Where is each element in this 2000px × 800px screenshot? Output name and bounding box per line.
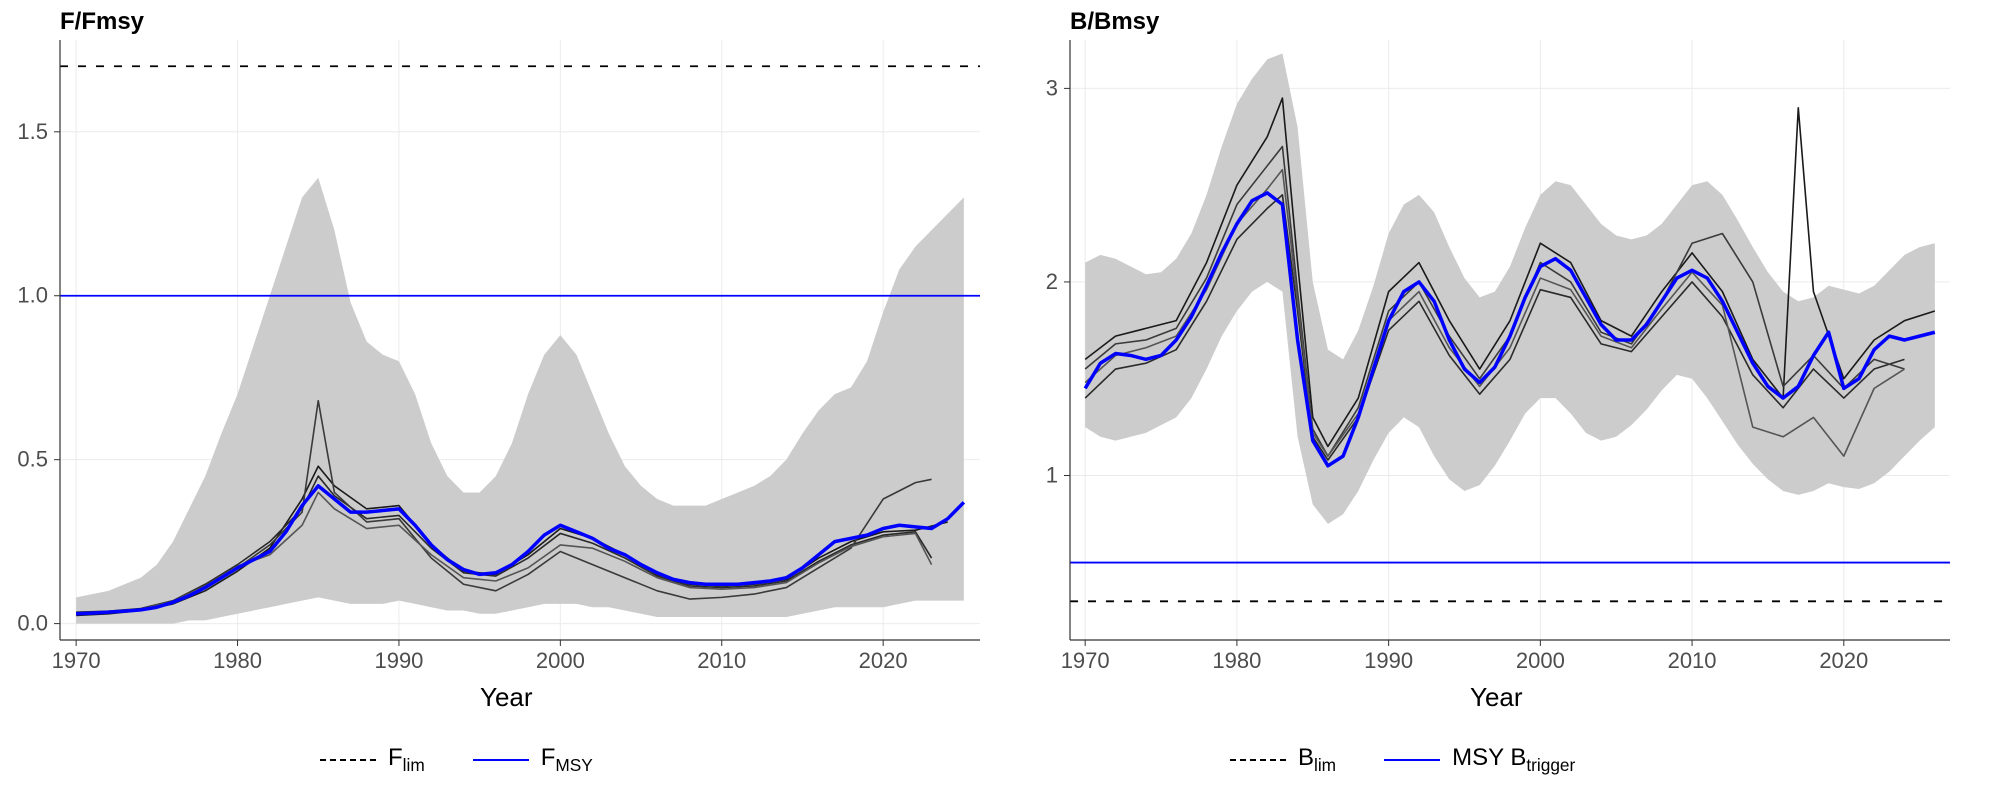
- legend-label: Flim: [388, 744, 425, 776]
- svg-text:0.0: 0.0: [17, 611, 48, 636]
- svg-text:2010: 2010: [697, 648, 746, 673]
- left-legend: Flim FMSY: [320, 744, 629, 776]
- chart-canvas: 1970 1980 1990 2000 2010 2020 0.0 0.5 1.0 1.5 1970…: [0, 0, 2000, 800]
- legend-label: FMSY: [541, 744, 593, 776]
- legend-label: Blim: [1298, 744, 1336, 776]
- right-panel-title: B/Bmsy: [1070, 8, 1159, 36]
- svg-text:1.0: 1.0: [17, 283, 48, 308]
- svg-text:1: 1: [1046, 462, 1058, 487]
- svg-text:1980: 1980: [213, 648, 262, 673]
- svg-text:2010: 2010: [1668, 648, 1717, 673]
- svg-text:2000: 2000: [1516, 648, 1565, 673]
- svg-text:2020: 2020: [1819, 648, 1868, 673]
- svg-text:1970: 1970: [52, 648, 101, 673]
- left-panel-title: F/Fmsy: [60, 8, 144, 36]
- svg-text:2: 2: [1046, 269, 1058, 294]
- right-legend: Blim MSY Btrigger: [1230, 744, 1611, 776]
- svg-text:2000: 2000: [536, 648, 585, 673]
- svg-text:3: 3: [1046, 75, 1058, 100]
- right-x-axis-label: Year: [1470, 682, 1523, 713]
- legend-swatch: [1230, 759, 1286, 761]
- svg-text:0.5: 0.5: [17, 447, 48, 472]
- svg-text:1990: 1990: [1364, 648, 1413, 673]
- svg-text:2020: 2020: [859, 648, 908, 673]
- legend-swatch: [473, 759, 529, 762]
- svg-text:1980: 1980: [1212, 648, 1261, 673]
- legend-swatch: [1384, 759, 1440, 762]
- svg-text:1970: 1970: [1061, 648, 1110, 673]
- legend-swatch: [320, 759, 376, 761]
- svg-text:1.5: 1.5: [17, 119, 48, 144]
- legend-label: MSY Btrigger: [1452, 744, 1575, 776]
- svg-text:1990: 1990: [374, 648, 423, 673]
- left-x-axis-label: Year: [480, 682, 533, 713]
